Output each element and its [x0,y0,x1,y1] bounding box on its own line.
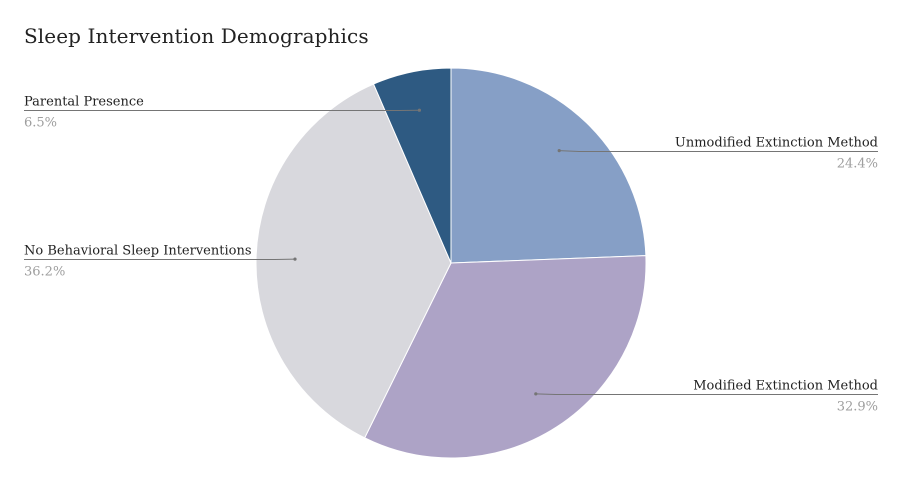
slice-value-no-behavioral-sleep-interventions: 36.2% [24,265,65,280]
pie-slice-unmodified-extinction-method [450,67,647,264]
pie-slice-no-behavioral-sleep-interventions [255,83,452,439]
pie-slice-parental-presence [372,67,452,264]
pie-slices [255,67,647,459]
slice-value-unmodified-extinction-method: 24.4% [837,157,878,172]
slice-label-unmodified-extinction-method: Unmodified Extinction Method [675,136,878,151]
leader-dot-parental-presence [417,108,421,112]
slice-value-modified-extinction-method: 32.9% [837,400,878,415]
slice-label-no-behavioral-sleep-interventions: No Behavioral Sleep Interventions [24,244,252,259]
slice-label-parental-presence: Parental Presence [24,95,144,110]
leader-line-unmodified-extinction-method [559,150,878,152]
chart-title: Sleep Intervention Demographics [24,24,369,48]
pie-slice-modified-extinction-method [363,255,647,459]
slice-value-parental-presence: 6.5% [24,116,57,131]
leader-line-modified-extinction-method [535,393,878,395]
slice-labels: Unmodified Extinction Method 24.4% Modifie… [24,95,878,415]
slice-label-modified-extinction-method: Modified Extinction Method [693,379,878,394]
leader-dot-no-behavioral-sleep-interventions [293,257,297,261]
leader-dot-modified-extinction-method [534,392,538,396]
leader-dot-unmodified-extinction-method [557,149,561,153]
